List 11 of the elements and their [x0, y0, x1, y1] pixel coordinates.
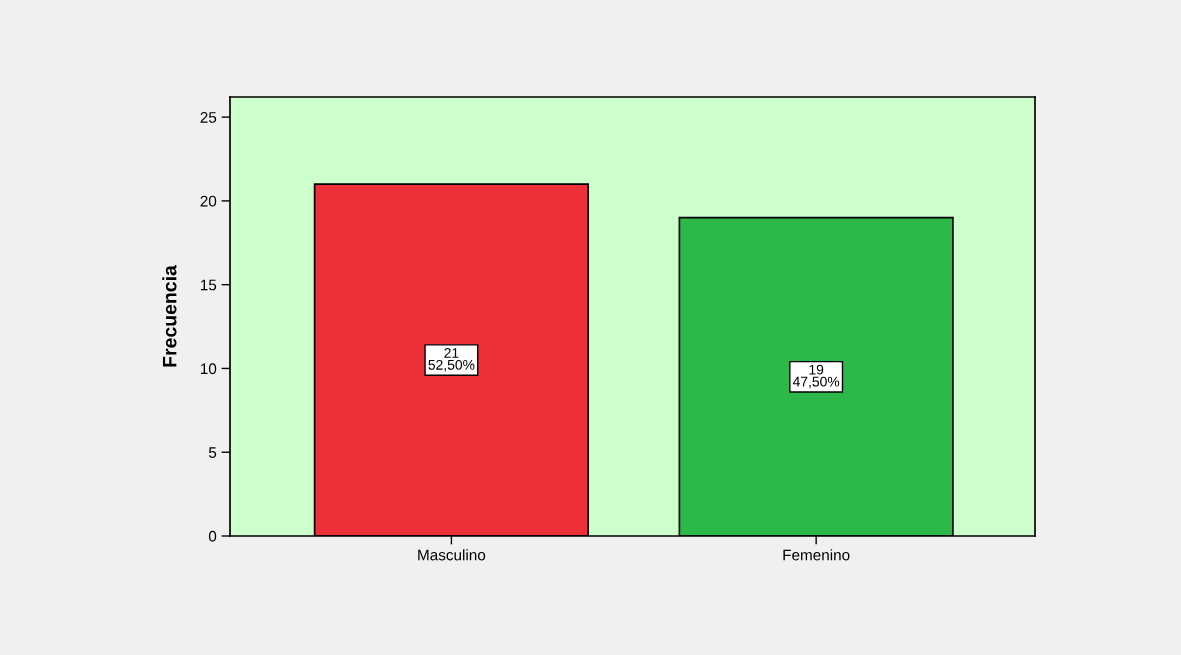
y-tick-label: 15	[200, 279, 217, 291]
y-tick-label: 20	[200, 195, 217, 207]
data-label: 19 47,50%	[792, 364, 840, 389]
x-tick-label: Masculino	[418, 549, 486, 561]
y-tick-label: 25	[200, 111, 217, 123]
data-label: 21 52,50%	[428, 347, 475, 372]
y-axis-title: Frecuencia	[162, 265, 177, 367]
y-tick-label: 10	[200, 363, 217, 375]
y-tick-label: 5	[208, 447, 217, 458]
x-tick-label: Femenino	[783, 549, 850, 561]
y-tick-label: 0	[208, 530, 217, 542]
